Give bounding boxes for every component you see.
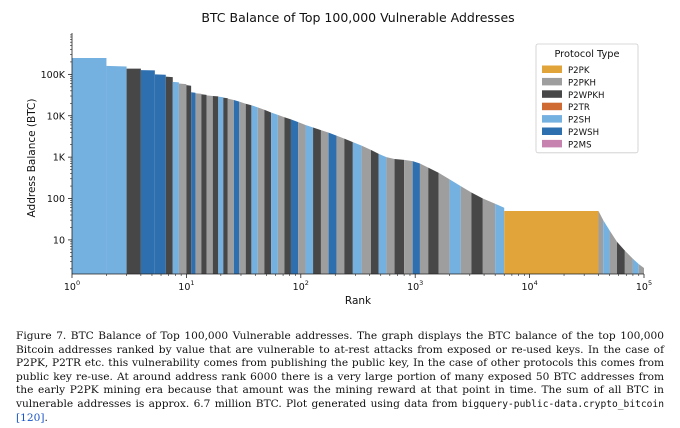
bar-segment xyxy=(191,92,196,274)
y-tick-label: 1K xyxy=(53,153,66,164)
x-tick-label: 101 xyxy=(178,279,194,293)
bars-group xyxy=(72,58,644,275)
bar-segment xyxy=(632,258,639,274)
bar-segment xyxy=(212,96,219,274)
legend-swatch xyxy=(542,115,562,123)
bar-segment xyxy=(361,145,371,274)
legend-swatch xyxy=(542,102,562,111)
y-tick-label: 10K xyxy=(47,111,66,122)
x-axis-label: Rank xyxy=(345,295,372,307)
bar-segment xyxy=(603,220,610,274)
bar-segment xyxy=(352,142,362,274)
legend-title: Protocol Type xyxy=(554,49,619,60)
caption-code: bigquery-public-data.crypto_bitcoin xyxy=(461,398,664,410)
chart: BTC Balance of Top 100,000 Vulnerable Ad… xyxy=(26,10,652,307)
legend-label: P2PKH xyxy=(568,78,596,88)
y-tick-label: 100 xyxy=(47,194,65,205)
figure-caption: Figure 7. BTC Balance of Top 100,000 Vul… xyxy=(16,330,664,425)
bar-segment xyxy=(72,58,107,274)
bar-segment xyxy=(271,112,278,274)
bar-segment xyxy=(284,117,291,274)
bar-segment xyxy=(386,157,395,274)
bar-segment xyxy=(186,85,192,274)
legend-swatch xyxy=(542,139,562,148)
bar-segment xyxy=(106,65,127,275)
bar-segment xyxy=(428,167,439,274)
bar-segment xyxy=(328,132,337,274)
legend: Protocol Type P2PK P2PKH P2WPKH P2TR P2SH P2WS… xyxy=(535,43,639,154)
bar-segment xyxy=(394,159,405,274)
bar-segment xyxy=(201,94,207,274)
y-tick-label: 100K xyxy=(41,70,66,81)
bar-segment xyxy=(290,119,299,274)
bar-segment xyxy=(344,138,353,274)
legend-label: P2PK xyxy=(568,66,590,76)
bar-segment xyxy=(320,130,329,274)
bar-segment xyxy=(495,203,505,274)
bar-segment xyxy=(218,96,224,274)
bar-segment xyxy=(609,230,617,274)
legend-label: P2WSH xyxy=(568,128,599,138)
chart-title: BTC Balance of Top 100,000 Vulnerable Ad… xyxy=(201,10,514,25)
legend-swatch xyxy=(542,90,562,98)
bar-segment xyxy=(223,97,228,274)
bar-segment xyxy=(245,103,252,275)
bar-segment xyxy=(624,250,633,274)
axes-group: 100 101 102 103 104 105 10 100 1K 10K 100K xyxy=(41,33,652,293)
caption-citation-link[interactable]: [120] xyxy=(16,411,45,424)
bar-segment xyxy=(313,127,321,274)
bar-segment xyxy=(126,68,141,274)
bar-segment xyxy=(460,186,472,274)
bar-segment xyxy=(154,74,166,275)
bar-segment xyxy=(638,264,644,274)
x-tick-label: 103 xyxy=(407,279,423,293)
bar-segment xyxy=(419,163,429,274)
bar-segment xyxy=(233,100,240,274)
bar-segment xyxy=(251,105,258,274)
bar-segment xyxy=(378,153,387,274)
bar-segment xyxy=(172,81,179,274)
caption-end: . xyxy=(44,411,48,424)
bar-segment xyxy=(471,192,483,274)
bar-segment xyxy=(178,83,187,275)
caption-text: Figure 7. BTC Balance of Top 100,000 Vul… xyxy=(16,330,664,410)
bar-segment xyxy=(449,179,461,274)
legend-label: P2TR xyxy=(568,103,590,113)
bar-segment xyxy=(140,70,155,274)
x-tick-label: 105 xyxy=(636,279,652,293)
bar-segment xyxy=(404,159,413,274)
bar-segment xyxy=(305,124,314,274)
legend-swatch xyxy=(542,65,562,73)
y-axis-label: Address Balance (BTC) xyxy=(26,99,38,218)
legend-label: P2SH xyxy=(568,116,591,126)
x-tick-label: 104 xyxy=(521,279,537,293)
legend-label: P2WPKH xyxy=(568,91,604,101)
bar-segment xyxy=(504,210,599,274)
bar-segment xyxy=(257,107,265,274)
bar-segment xyxy=(195,93,202,274)
bar-segment xyxy=(206,95,213,275)
bar-segment xyxy=(336,135,345,274)
x-tick-label: 102 xyxy=(293,279,309,293)
bar-segment xyxy=(264,109,272,275)
bar-segment xyxy=(616,241,625,274)
legend-swatch xyxy=(542,127,562,135)
legend-label: P2MS xyxy=(568,140,592,150)
legend-swatch xyxy=(542,77,562,86)
bar-segment xyxy=(412,161,420,274)
bar-segment xyxy=(298,122,306,274)
bar-segment xyxy=(239,101,246,275)
bar-segment xyxy=(482,198,496,274)
bar-segment xyxy=(165,76,173,274)
bar-segment xyxy=(227,98,234,275)
x-tick-label: 100 xyxy=(64,279,80,293)
bar-segment xyxy=(277,114,285,274)
bar-segment xyxy=(370,149,379,274)
bar-segment xyxy=(598,210,604,274)
y-tick-label: 10 xyxy=(53,235,65,246)
bar-segment xyxy=(438,172,450,274)
